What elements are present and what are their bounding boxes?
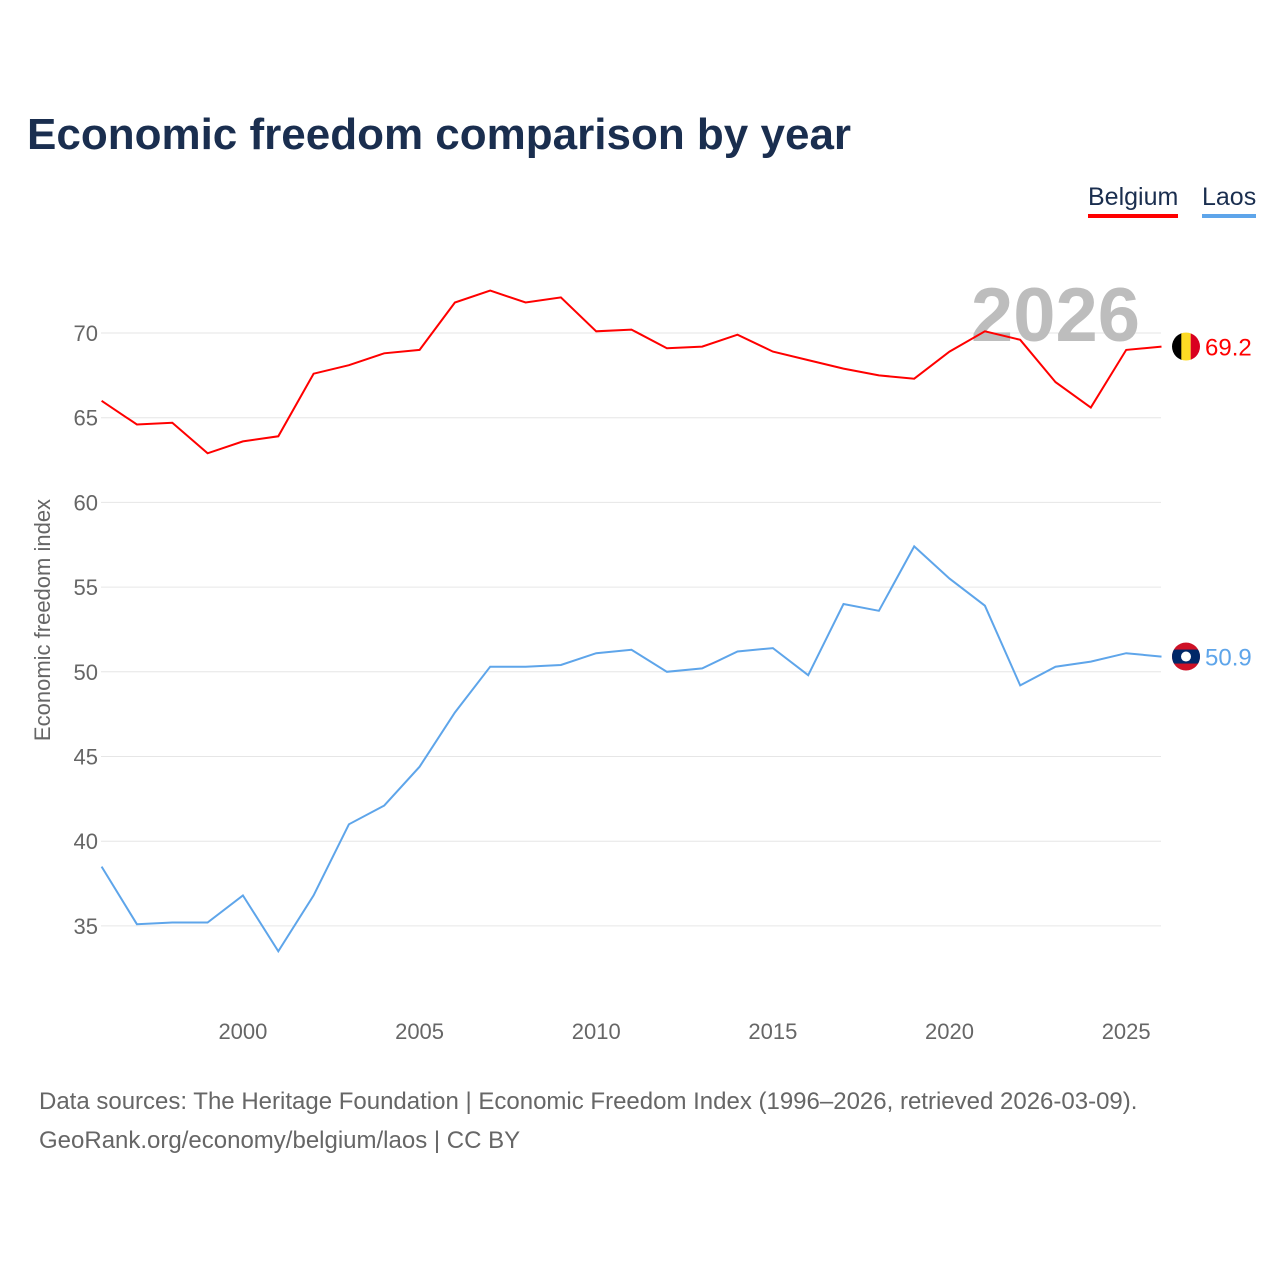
data-point: [877, 609, 881, 613]
data-point: [170, 421, 174, 425]
data-point: [1018, 683, 1022, 687]
data-point: [488, 665, 492, 669]
year-watermark: 2026: [971, 273, 1140, 358]
data-point: [135, 922, 139, 926]
y-tick-label: 55: [74, 575, 98, 600]
data-point: [276, 949, 280, 953]
y-tick-label: 35: [74, 914, 98, 939]
data-point: [453, 301, 457, 305]
data-point: [276, 434, 280, 438]
data-point: [771, 646, 775, 650]
data-point: [453, 710, 457, 714]
end-value-label-belgium: 69.2: [1205, 335, 1252, 362]
data-point: [488, 289, 492, 293]
y-tick-label: 70: [74, 321, 98, 346]
y-tick-label: 40: [74, 829, 98, 854]
data-point: [170, 921, 174, 925]
laos-flag-icon: [1172, 642, 1200, 671]
y-tick-label: 45: [74, 745, 98, 770]
data-point: [594, 329, 598, 333]
x-tick-label: 2020: [925, 1019, 974, 1044]
data-point: [948, 350, 952, 354]
series-line-belgium: [101, 289, 1162, 455]
x-tick-label: 2015: [748, 1019, 797, 1044]
data-point: [559, 295, 563, 299]
x-tick-label: 2010: [572, 1019, 621, 1044]
data-point: [630, 328, 634, 332]
data-point: [630, 648, 634, 652]
data-point: [382, 804, 386, 808]
y-tick-label: 50: [74, 660, 98, 685]
data-point: [771, 350, 775, 354]
data-point: [700, 666, 704, 670]
data-point: [312, 372, 316, 376]
y-tick-label: 65: [74, 406, 98, 431]
x-tick-label: 2000: [218, 1019, 267, 1044]
data-point: [1054, 380, 1058, 384]
data-point: [806, 358, 810, 362]
data-point: [206, 921, 210, 925]
data-point: [1018, 338, 1022, 342]
footer-credit: GeoRank.org/economy/belgium/laos | CC BY: [39, 1127, 521, 1154]
footer-sources: Data sources: The Heritage Foundation | …: [39, 1088, 1138, 1115]
belgium-flag-icon: [1172, 332, 1200, 361]
data-point: [524, 301, 528, 305]
data-point: [1089, 406, 1093, 410]
legend-laos[interactable]: Laos: [1202, 183, 1257, 218]
y-tick-label: 60: [74, 490, 98, 515]
data-point: [206, 451, 210, 455]
x-tick-label: 2005: [395, 1019, 444, 1044]
data-point: [524, 665, 528, 669]
data-point: [842, 602, 846, 606]
legend-belgium[interactable]: Belgium: [1088, 183, 1179, 218]
x-tick-label: 2025: [1102, 1019, 1151, 1044]
y-axis-label: Economic freedom index: [30, 499, 55, 741]
data-point: [736, 649, 740, 653]
data-point: [912, 544, 916, 548]
data-point: [983, 329, 987, 333]
data-point: [1054, 665, 1058, 669]
data-point: [700, 345, 704, 349]
data-point: [842, 367, 846, 371]
data-point: [983, 604, 987, 608]
data-point: [100, 399, 104, 403]
data-point: [594, 651, 598, 655]
data-point: [418, 348, 422, 352]
data-point: [912, 377, 916, 381]
data-point: [948, 577, 952, 581]
series-line-laos: [100, 544, 1162, 954]
data-point: [347, 822, 351, 826]
data-point: [806, 673, 810, 677]
data-point: [1160, 655, 1164, 659]
data-point: [347, 363, 351, 367]
data-point: [241, 439, 245, 443]
data-point: [877, 373, 881, 377]
data-point: [736, 333, 740, 337]
end-value-label-laos: 50.9: [1205, 645, 1252, 672]
data-point: [665, 670, 669, 674]
data-point: [665, 346, 669, 350]
data-point: [559, 663, 563, 667]
data-point: [418, 765, 422, 769]
data-point: [241, 893, 245, 897]
data-point: [382, 351, 386, 355]
data-point: [312, 893, 316, 897]
data-point: [1160, 345, 1164, 349]
data-point: [1124, 651, 1128, 655]
data-point: [1089, 660, 1093, 664]
data-point: [1124, 348, 1128, 352]
data-point: [100, 865, 104, 869]
chart-title: Economic freedom comparison by year: [27, 110, 852, 159]
data-point: [135, 422, 139, 426]
